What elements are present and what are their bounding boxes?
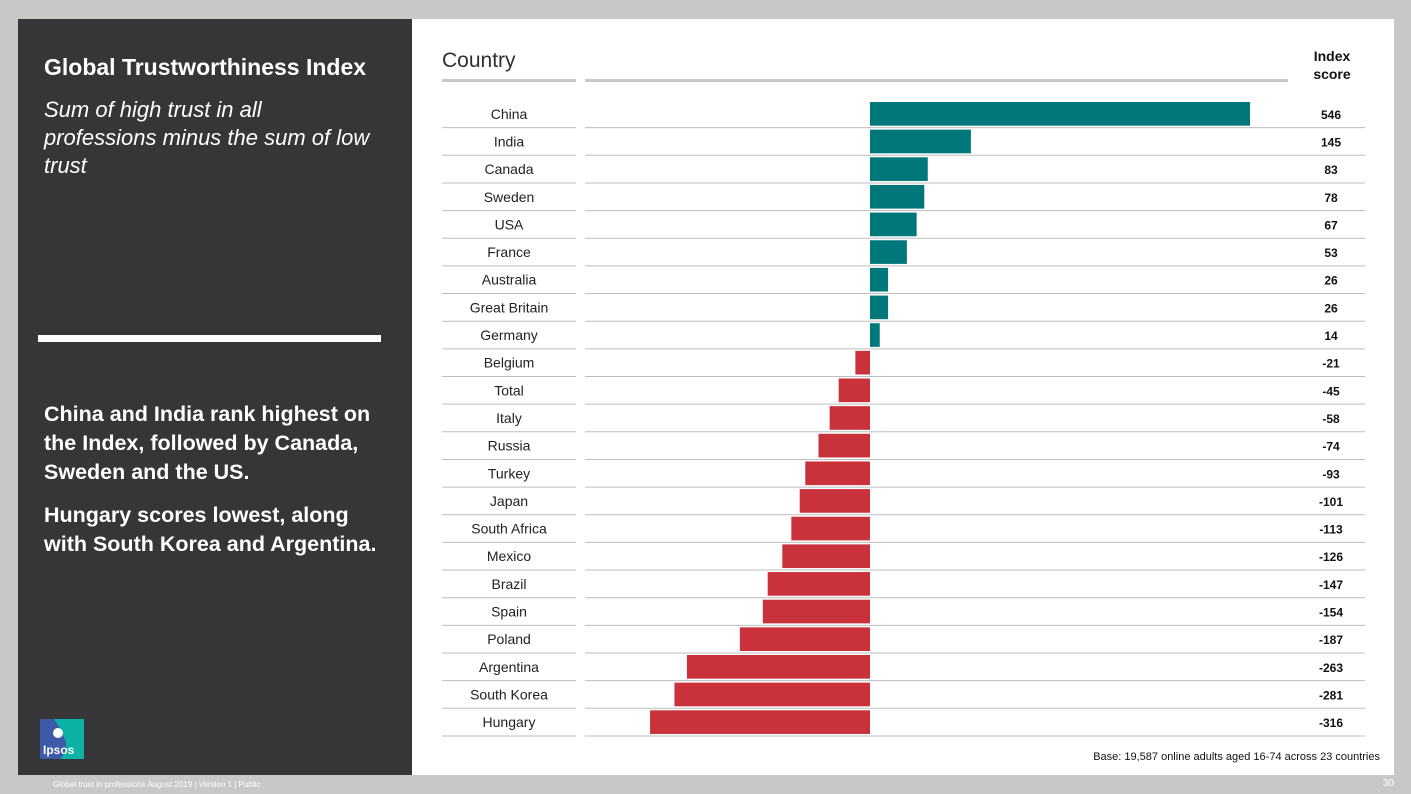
bar [855, 350, 870, 375]
category-label: Turkey [488, 465, 530, 481]
value-label: -281 [1319, 688, 1343, 702]
category-label: USA [495, 216, 524, 232]
bar [782, 544, 870, 569]
divider [38, 335, 381, 342]
bar [805, 461, 870, 486]
bar [870, 184, 925, 209]
category-label: Poland [487, 631, 531, 647]
value-label: 67 [1324, 218, 1338, 232]
insights: China and India rank highest on the Inde… [44, 400, 394, 573]
base-note: Base: 19,587 online adults aged 16-74 ac… [1093, 751, 1380, 763]
bar [674, 682, 870, 707]
panel-title: Global Trustworthiness Index [44, 54, 367, 80]
bar [870, 240, 907, 264]
ipsos-logo-icon [40, 719, 84, 759]
value-label: -154 [1319, 606, 1343, 620]
header-underline [585, 79, 1288, 82]
value-header: Index score [1313, 48, 1351, 82]
bar [829, 406, 870, 430]
category-label: Italy [496, 410, 522, 426]
page-number: 30 [1382, 778, 1394, 789]
value-label: -147 [1319, 578, 1343, 592]
value-label: -93 [1322, 467, 1340, 481]
bar [870, 323, 880, 347]
footer-text: Global trust in professions August 2019 … [53, 780, 261, 789]
logo-text: Ipsos [43, 743, 75, 757]
bar [870, 157, 928, 181]
bar [791, 516, 870, 541]
value-label: 26 [1324, 301, 1338, 315]
bar [870, 102, 1250, 126]
category-label: Germany [480, 327, 538, 343]
value-label: -58 [1322, 412, 1340, 426]
value-label: 14 [1324, 329, 1338, 343]
bar [686, 655, 870, 679]
category-header: Country [442, 49, 516, 72]
category-label: Mexico [487, 548, 532, 564]
category-label: Spain [491, 604, 527, 620]
bar [870, 295, 889, 320]
category-label: Total [494, 382, 524, 398]
insight-2: Hungary scores lowest, along with South … [44, 503, 377, 556]
category-label: Argentina [479, 659, 539, 675]
left-panel: Global Trustworthiness Index Sum of high… [18, 19, 412, 775]
value-label: 83 [1324, 163, 1338, 177]
value-label: -263 [1319, 661, 1343, 675]
value-label: -74 [1322, 440, 1340, 454]
category-label: Great Britain [470, 299, 549, 315]
value-label: -187 [1319, 633, 1343, 647]
value-label: 26 [1324, 274, 1338, 288]
category-label: Sweden [484, 189, 535, 205]
header-underline [442, 79, 576, 82]
bar [870, 267, 889, 292]
value-label: -113 [1319, 523, 1343, 537]
value-label: -101 [1319, 495, 1343, 509]
value-label: -126 [1319, 550, 1343, 564]
bar [818, 433, 870, 458]
chart-panel: Country Index score China 546 India 145 Cana… [412, 19, 1394, 775]
value-label: 546 [1321, 108, 1341, 122]
category-label: Australia [482, 272, 537, 288]
category-label: Belgium [484, 355, 535, 371]
panel-subtitle: Sum of high trust in all professions min… [44, 97, 370, 178]
bar [767, 572, 870, 596]
bar [762, 599, 870, 624]
category-label: France [487, 244, 531, 260]
insight-1: China and India rank highest on the Inde… [44, 402, 371, 484]
category-label: India [494, 133, 525, 149]
value-label: 78 [1324, 191, 1338, 205]
bar [650, 710, 870, 734]
category-label: South Korea [470, 686, 548, 702]
bar [739, 627, 870, 651]
category-label: Russia [488, 438, 531, 454]
value-label: -316 [1319, 716, 1343, 730]
value-label: 145 [1321, 135, 1341, 149]
category-label: Canada [484, 161, 533, 177]
category-label: Brazil [491, 576, 526, 592]
category-label: Japan [490, 493, 528, 509]
bar [870, 212, 917, 237]
value-label: 53 [1324, 246, 1338, 260]
bar [870, 129, 971, 154]
bar-chart: China 546 India 145 Canada 83 Sweden 78 USA 67 Fra… [442, 102, 1365, 737]
bar [799, 489, 870, 513]
bar [838, 378, 870, 403]
category-label: South Africa [471, 521, 547, 537]
value-label: -21 [1322, 357, 1340, 371]
category-label: China [491, 106, 528, 122]
value-label: -45 [1322, 384, 1340, 398]
category-label: Hungary [483, 714, 536, 730]
